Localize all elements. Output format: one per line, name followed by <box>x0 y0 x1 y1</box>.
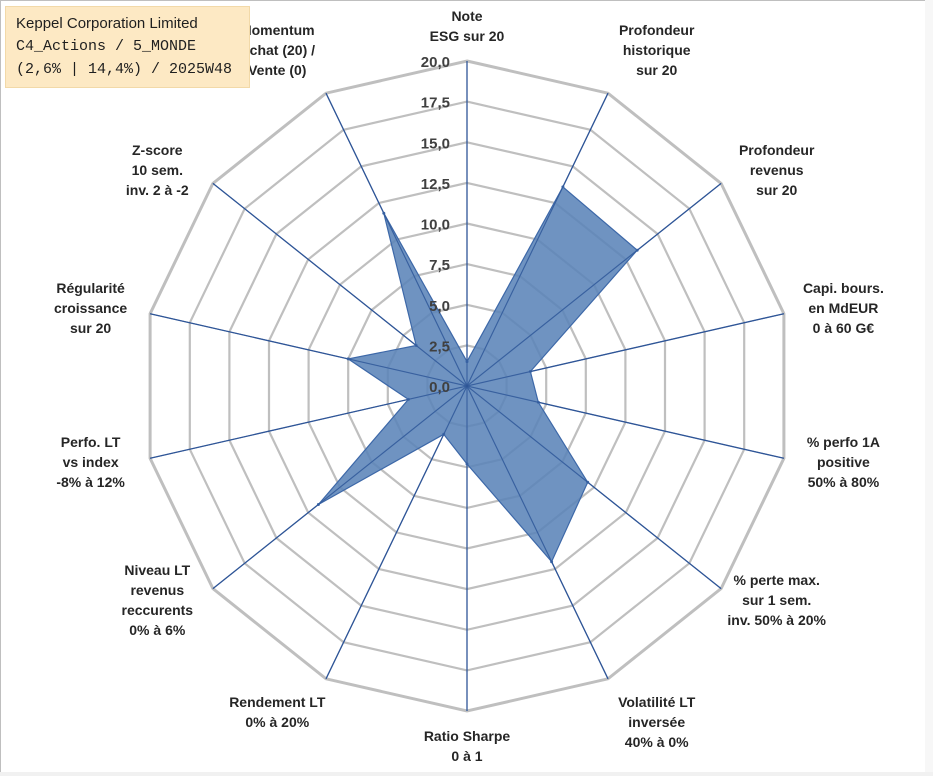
spoke-overlay-12 <box>212 183 468 387</box>
range-week: (2,6% | 14,4%) / 2025W48 <box>16 61 233 78</box>
axis-label-13-line-0: Momentum <box>240 22 315 38</box>
axis-label-13: Momentum Achat (20) / Vente (0) <box>240 22 316 78</box>
axis-label-0: Note ESG sur 20 <box>430 8 505 44</box>
axis-label-6-line-0: Volatilité LT <box>618 694 696 710</box>
axis-label-7-line-0: Ratio Sharpe <box>424 728 511 744</box>
portfolio-name: C4_Actions / 5_MONDE <box>16 38 197 55</box>
axis-label-12-line-0: Z-score <box>132 142 183 158</box>
tick-label-6: 15,0 <box>421 135 450 152</box>
axis-label-10-line-2: -8% à 12% <box>56 474 125 490</box>
axis-label-9: Niveau LT revenus reccurents 0% à 6% <box>122 562 194 638</box>
tick-label-8: 20,0 <box>421 54 450 71</box>
spoke-overlay-3 <box>466 313 785 387</box>
horizontal-scrollbar[interactable] <box>0 772 933 776</box>
axis-label-13-line-2: Vente (0) <box>248 62 306 78</box>
axis-label-6-line-2: 40% à 0% <box>625 734 689 750</box>
axis-label-9-line-2: reccurents <box>122 602 194 618</box>
axis-label-7-line-1: 0 à 1 <box>451 748 482 764</box>
axis-label-10: Perfo. LT vs index -8% à 12% <box>56 434 125 490</box>
axis-label-9-line-3: 0% à 6% <box>129 622 186 638</box>
spoke-overlay-6 <box>466 385 609 680</box>
axis-label-0-line-0: Note <box>451 8 482 24</box>
axis-label-3-line-2: 0 à 60 G€ <box>813 320 875 336</box>
axis-label-1: Profondeur historique sur 20 <box>619 22 695 78</box>
axis-label-3-line-0: Capi. bours. <box>803 280 884 296</box>
axis-label-13-line-1: Achat (20) / <box>240 42 316 58</box>
axis-label-7: Ratio Sharpe 0 à 1 <box>424 728 511 764</box>
axis-label-12: Z-score 10 sem. inv. 2 à -2 <box>126 142 189 198</box>
axis-label-12-line-2: inv. 2 à -2 <box>126 182 189 198</box>
tick-label-0: 0,0 <box>429 379 450 396</box>
axis-label-3: Capi. bours. en MdEUR 0 à 60 G€ <box>803 280 884 336</box>
tick-label-1: 2,5 <box>429 338 450 355</box>
axis-label-5-line-0: % perte max. <box>734 572 820 588</box>
tick-label-5: 12,5 <box>421 176 450 193</box>
axis-label-4-line-2: 50% à 80% <box>808 474 880 490</box>
axis-label-9-line-1: revenus <box>130 582 184 598</box>
company-name: Keppel Corporation Limited <box>16 15 198 32</box>
axis-label-12-line-1: 10 sem. <box>132 162 183 178</box>
axis-label-8: Rendement LT 0% à 20% <box>229 694 326 730</box>
tick-label-4: 10,0 <box>421 217 450 234</box>
axis-label-11: Régularité croissance sur 20 <box>54 280 127 336</box>
vertical-scrollbar[interactable] <box>925 0 933 776</box>
axis-label-1-line-2: sur 20 <box>636 62 677 78</box>
tick-label-3: 7,5 <box>429 257 450 274</box>
axis-label-2-line-2: sur 20 <box>756 182 797 198</box>
axis-label-1-line-1: historique <box>623 42 691 58</box>
spoke-overlay-8 <box>325 385 468 680</box>
axis-label-5-line-2: inv. 50% à 20% <box>727 612 826 628</box>
axis-label-10-line-1: vs index <box>63 454 119 470</box>
axis-label-5: % perte max. sur 1 sem. inv. 50% à 20% <box>727 572 826 628</box>
spoke-overlay-1 <box>466 92 609 387</box>
axis-label-2-line-1: revenus <box>750 162 804 178</box>
chart-title-box: Keppel Corporation Limited C4_Actions / … <box>5 6 250 88</box>
axis-label-6-line-1: inversée <box>628 714 685 730</box>
spoke-overlay-9 <box>212 385 468 589</box>
spoke-overlay-4 <box>466 385 785 459</box>
spoke-overlay-13 <box>325 92 468 387</box>
spoke-overlay-10 <box>149 385 468 459</box>
axis-label-4-line-1: positive <box>817 454 870 470</box>
axis-labels: Note ESG sur 20 Profondeur historique sur 20… <box>54 8 884 764</box>
axis-label-2: Profondeur revenus sur 20 <box>739 142 815 198</box>
tick-label-2: 5,0 <box>429 298 450 315</box>
axis-label-4: % perfo 1A positive 50% à 80% <box>807 434 880 490</box>
axis-label-1-line-0: Profondeur <box>619 22 695 38</box>
tick-label-7: 17,5 <box>421 95 450 112</box>
radar-series <box>149 61 785 711</box>
spoke-overlay-11 <box>149 313 468 387</box>
axis-label-9-line-0: Niveau LT <box>124 562 190 578</box>
axis-label-4-line-0: % perfo 1A <box>807 434 880 450</box>
axis-label-3-line-1: en MdEUR <box>808 300 878 316</box>
axis-label-8-line-1: 0% à 20% <box>245 714 309 730</box>
spoke-overlay-5 <box>466 385 722 589</box>
radial-tick-labels: 0,0 2,5 5,0 7,5 10,0 12,5 15,0 17,5 20,0 <box>421 54 450 396</box>
axis-label-0-line-1: ESG sur 20 <box>430 28 505 44</box>
axis-label-11-line-0: Régularité <box>56 280 125 296</box>
spoke-overlay-2 <box>466 183 722 387</box>
axis-label-10-line-0: Perfo. LT <box>61 434 121 450</box>
axis-label-11-line-1: croissance <box>54 300 127 316</box>
axis-label-5-line-1: sur 1 sem. <box>742 592 811 608</box>
axis-label-6: Volatilité LT inversée 40% à 0% <box>618 694 696 750</box>
axis-label-8-line-0: Rendement LT <box>229 694 326 710</box>
axis-label-2-line-0: Profondeur <box>739 142 815 158</box>
axis-label-11-line-2: sur 20 <box>70 320 111 336</box>
